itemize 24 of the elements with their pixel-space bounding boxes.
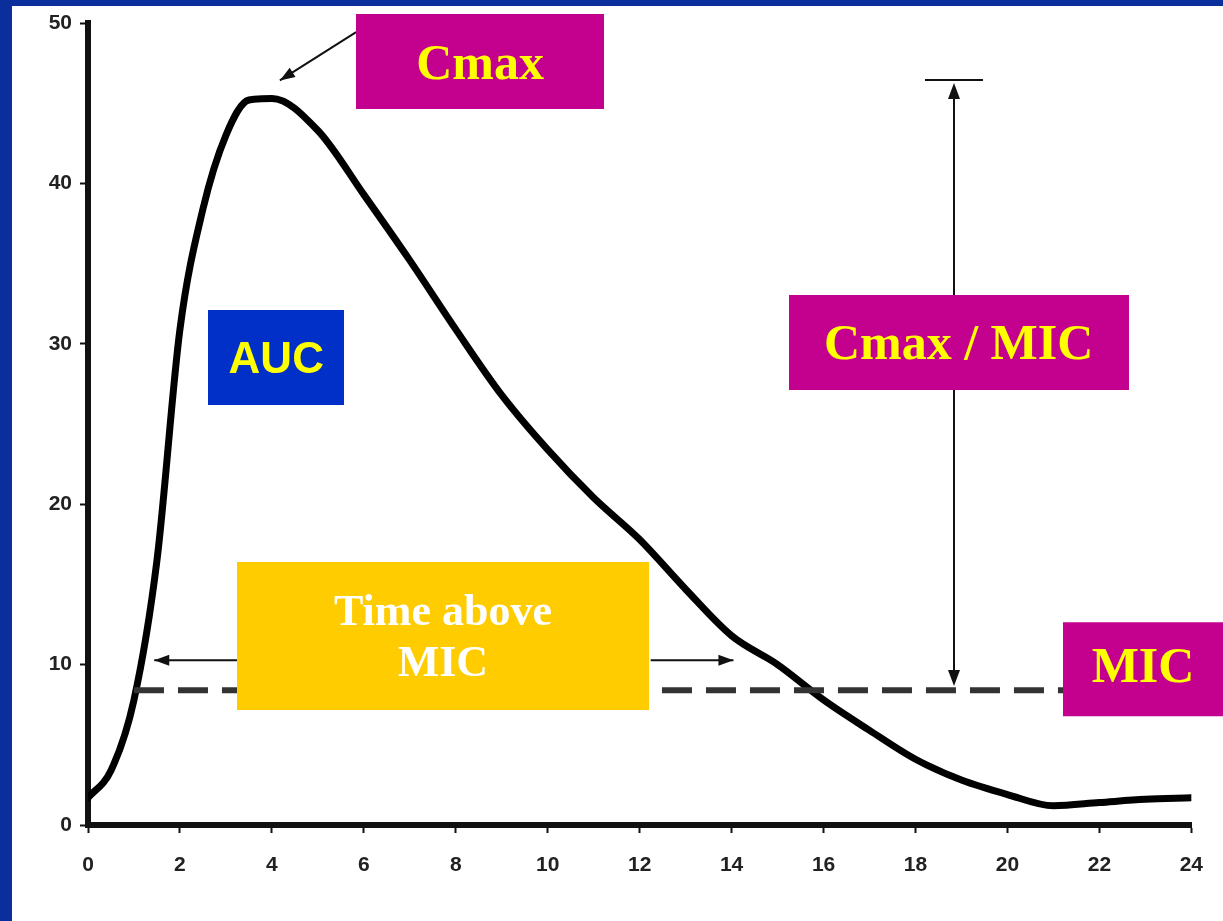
callout-box: Time above MIC xyxy=(236,561,649,710)
x-tick-label: 6 xyxy=(357,852,370,876)
callout-box: Cmax / MIC xyxy=(788,294,1129,390)
y-tick-label: 10 xyxy=(48,651,72,675)
y-tick-label: 20 xyxy=(48,491,72,514)
x-tick-label: 18 xyxy=(903,852,928,876)
x-tick-label: 20 xyxy=(995,852,1020,876)
x-tick-label: 2 xyxy=(174,852,186,876)
x-tick-label: 12 xyxy=(627,852,652,876)
y-tick-label: 50 xyxy=(48,9,72,33)
x-tick-label: 22 xyxy=(1087,852,1112,876)
y-tick-label: 40 xyxy=(48,170,72,194)
callout-box: Cmax xyxy=(356,14,605,110)
y-tick-label: 0 xyxy=(60,811,72,835)
x-tick-label: 24 xyxy=(1179,852,1204,876)
y-tick-label: 30 xyxy=(48,330,72,354)
ref-line-label: MIC xyxy=(1091,637,1195,694)
x-tick-label: 14 xyxy=(719,852,744,876)
x-tick-label: 0 xyxy=(82,852,94,876)
callout-box: AUC xyxy=(208,310,345,406)
x-tick-label: 4 xyxy=(266,852,279,876)
x-tick-label: 10 xyxy=(536,852,560,876)
x-tick-label: 8 xyxy=(449,852,462,876)
x-tick-label: 16 xyxy=(811,852,836,876)
